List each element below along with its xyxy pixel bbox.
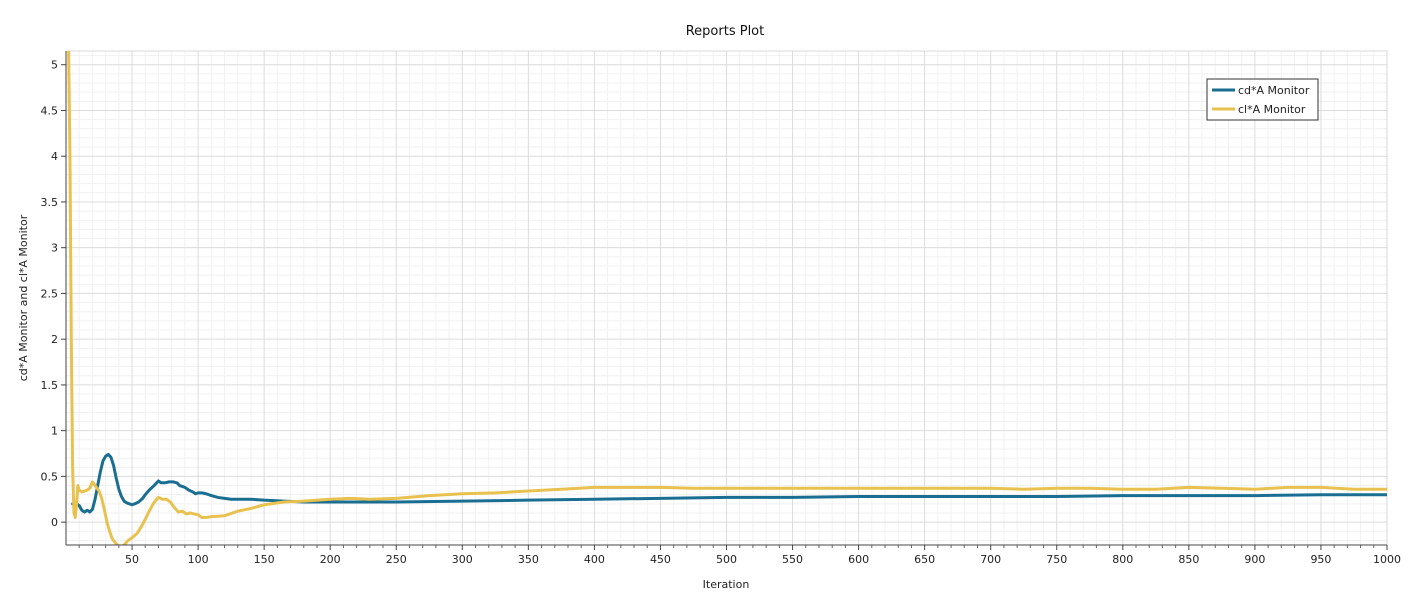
x-tick-label: 150 <box>254 553 275 566</box>
series-layer <box>67 51 1387 545</box>
y-tick-label: 2 <box>51 333 58 346</box>
x-tick-label: 1000 <box>1373 553 1401 566</box>
y-tick-label: 1.5 <box>41 379 59 392</box>
y-tick-label: 1 <box>51 425 58 438</box>
x-tick-label: 800 <box>1112 553 1133 566</box>
x-tick-label: 500 <box>716 553 737 566</box>
y-tick-label: 0 <box>51 516 58 529</box>
y-tick-label: 2.5 <box>41 287 59 300</box>
x-tick-label: 550 <box>782 553 803 566</box>
x-tick-label: 650 <box>914 553 935 566</box>
x-tick-label: 950 <box>1310 553 1331 566</box>
x-tick-label: 250 <box>386 553 407 566</box>
chart-title: Reports Plot <box>686 24 765 39</box>
y-tick-label: 5 <box>51 59 58 72</box>
y-axis-title: cd*A Monitor and cl*A Monitor <box>17 214 30 381</box>
legend-box <box>1206 78 1319 121</box>
series-line-cd-a-monitor <box>71 452 1387 514</box>
series-line-cl-a-monitor <box>67 51 1387 545</box>
y-tick-label: 3 <box>51 242 58 255</box>
x-tick-label: 100 <box>188 553 209 566</box>
x-tick-label: 900 <box>1244 553 1265 566</box>
y-tick-label: 0.5 <box>41 470 59 483</box>
x-axis-title: Iteration <box>703 578 750 591</box>
x-ticks: 50 100 150 200 250 300 350 400 450 500 550 600 650 70… <box>78 545 1401 566</box>
x-tick-label: 400 <box>584 553 605 566</box>
legend-label-cl-a: cl*A Monitor <box>1238 103 1306 116</box>
x-tick-label: 200 <box>320 553 341 566</box>
x-tick-label: 600 <box>848 553 869 566</box>
x-tick-label: 300 <box>452 553 473 566</box>
x-tick-label: 450 <box>650 553 671 566</box>
x-tick-label: 700 <box>980 553 1001 566</box>
legend: cd*A Monitor cl*A Monitor <box>1206 78 1319 121</box>
x-tick-label: 50 <box>125 553 139 566</box>
y-ticks: 0 0.5 1 1.5 2 2.5 3 3.5 4 4.5 5 <box>41 59 66 529</box>
x-tick-label: 850 <box>1178 553 1199 566</box>
y-tick-label: 3.5 <box>41 196 59 209</box>
legend-label-cd-a: cd*A Monitor <box>1238 84 1310 97</box>
y-tick-label: 4.5 <box>41 104 59 117</box>
grid-major <box>66 51 1388 545</box>
y-tick-label: 4 <box>51 150 58 163</box>
x-tick-label: 350 <box>518 553 539 566</box>
x-tick-label: 750 <box>1046 553 1067 566</box>
